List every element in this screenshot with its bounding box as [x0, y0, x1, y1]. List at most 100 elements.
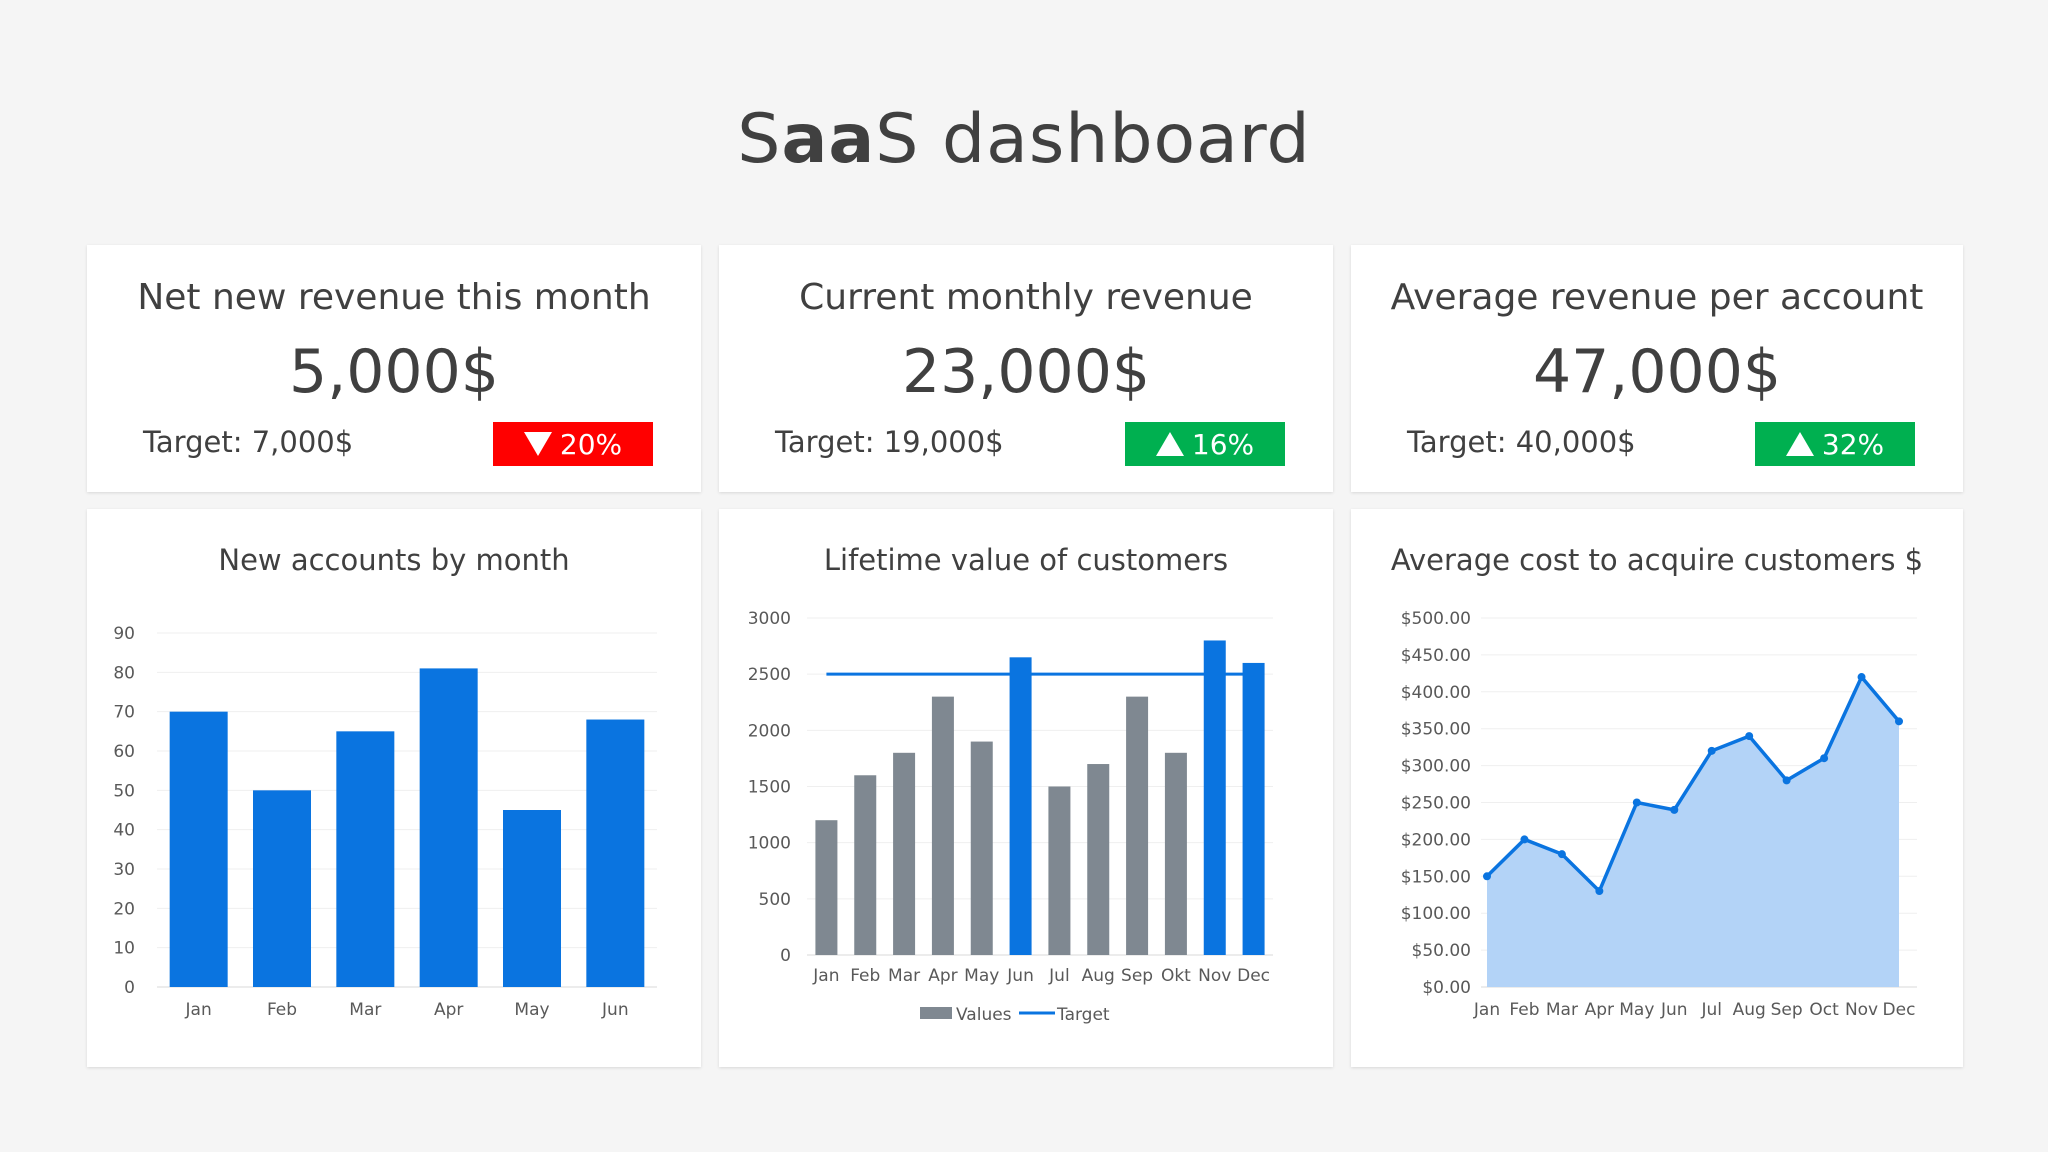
y-tick-label: $250.00 — [1401, 794, 1471, 814]
y-tick-label: $400.00 — [1401, 683, 1471, 703]
y-tick-label: 3000 — [748, 609, 791, 629]
arrow-down-icon — [523, 432, 552, 456]
y-tick-label: $50.00 — [1412, 941, 1471, 961]
kpi-card-average-revenue-per-account: Average revenue per account 47,000$ Targ… — [1351, 245, 1963, 492]
x-tick-label: Dec — [1237, 966, 1270, 986]
kpi-value: 23,000$ — [901, 337, 1151, 407]
x-tick-label: May — [514, 1000, 549, 1020]
data-point — [1782, 776, 1791, 785]
x-tick-label: Oct — [1809, 1000, 1839, 1020]
bar — [815, 820, 838, 955]
y-tick-label: 80 — [113, 663, 135, 683]
y-tick-label: 10 — [113, 939, 135, 959]
x-tick-label: Jan — [185, 1000, 212, 1020]
x-tick-label: May — [1619, 1000, 1654, 1020]
bar — [419, 668, 478, 987]
y-tick-label: $350.00 — [1401, 720, 1471, 740]
legend-label-values: Values — [956, 1005, 1012, 1025]
y-tick-label: 0 — [124, 978, 135, 998]
data-point — [1707, 746, 1716, 755]
data-point — [1745, 732, 1754, 741]
x-tick-label: Mar — [888, 966, 920, 986]
y-tick-label: $150.00 — [1401, 867, 1471, 887]
data-point — [1820, 754, 1829, 763]
bar — [1048, 786, 1071, 955]
kpi-change-badge: 32% — [1755, 422, 1915, 466]
data-point — [1632, 798, 1641, 807]
y-tick-label: 40 — [113, 821, 135, 841]
lifetime-value-combo-chart: 0 500 1000 1500 2000 2500 3000 Jan Feb Mar Apr May J… — [748, 609, 1273, 1025]
chart-card-new-accounts: New accounts by month 0 10 20 30 40 50 60 70 80 9… — [87, 509, 701, 1067]
x-tick-label: Jul — [1048, 966, 1070, 986]
kpi-value: 5,000$ — [289, 337, 499, 407]
bar — [854, 775, 877, 955]
area-line — [1485, 675, 1901, 893]
data-point — [1520, 835, 1529, 844]
dashboard-title: SaaS dashboard — [737, 100, 1311, 179]
bar — [336, 731, 395, 987]
x-tick-label: Jun — [601, 1000, 629, 1020]
x-tick-label: Nov — [1845, 1000, 1878, 1020]
bar — [1087, 764, 1110, 955]
y-tick-label: $100.00 — [1401, 904, 1471, 924]
bar — [1126, 696, 1149, 955]
y-tick-label: 500 — [759, 890, 791, 910]
data-point — [1895, 717, 1903, 726]
chart-title: New accounts by month — [218, 543, 570, 577]
x-tick-label: Feb — [850, 966, 880, 986]
kpi-change-value: 20% — [559, 427, 623, 461]
x-tick-label: May — [964, 966, 999, 986]
kpi-value: 47,000$ — [1532, 337, 1782, 407]
x-tick-label: Mar — [1546, 1000, 1578, 1020]
data-point — [1483, 872, 1491, 881]
acquisition-cost-area-chart: $0.00 $50.00 $100.00 $150.00 $200.00 $250.00 $… — [1401, 609, 1917, 1020]
x-tick-label: Okt — [1161, 966, 1191, 986]
bar — [1164, 752, 1187, 955]
bar — [586, 719, 645, 987]
x-tick-label: Nov — [1198, 966, 1231, 986]
kpi-title: Net new revenue this month — [137, 277, 651, 318]
arrow-up-icon — [1155, 432, 1184, 456]
y-tick-label: 2000 — [748, 721, 791, 741]
x-tick-label: Mar — [349, 1000, 381, 1020]
new-accounts-bar-chart: 0 10 20 30 40 50 60 70 80 90 Jan Feb Mar Apr May Jun — [113, 624, 657, 1020]
kpi-change-value: 32% — [1821, 427, 1885, 461]
y-tick-label: 50 — [113, 781, 135, 801]
kpi-title: Average revenue per account — [1390, 277, 1924, 318]
y-tick-label: $200.00 — [1401, 830, 1471, 850]
x-tick-label: Jan — [812, 966, 839, 986]
bar — [1203, 640, 1226, 955]
data-point — [1670, 805, 1679, 814]
kpi-title: Current monthly revenue — [799, 277, 1253, 318]
y-tick-label: 90 — [113, 624, 135, 644]
kpi-target: Target: 19,000$ — [775, 425, 1004, 459]
chart-title: Lifetime value of customers — [823, 543, 1229, 577]
kpi-change-badge: 20% — [493, 422, 653, 466]
y-tick-label: 0 — [780, 946, 791, 966]
kpi-target: Target: 40,000$ — [1407, 425, 1636, 459]
y-tick-label: 60 — [113, 742, 135, 762]
legend-label-target: Target — [1056, 1005, 1110, 1025]
x-tick-label: Sep — [1771, 1000, 1803, 1020]
data-point — [1595, 887, 1604, 896]
bar — [1009, 657, 1032, 955]
bar — [893, 752, 916, 955]
chart-card-acquisition-cost: Average cost to acquire customers $ $0.0… — [1351, 509, 1963, 1067]
bar — [1242, 662, 1265, 955]
x-tick-label: Apr — [928, 966, 957, 986]
area-fill — [1487, 677, 1899, 987]
x-tick-label: Dec — [1883, 1000, 1916, 1020]
x-tick-label: Jun — [1006, 966, 1034, 986]
bar — [253, 790, 311, 987]
y-tick-label: 1000 — [748, 834, 791, 854]
arrow-up-icon — [1785, 432, 1814, 456]
y-tick-label: 1500 — [748, 778, 791, 798]
kpi-change-badge: 16% — [1125, 422, 1285, 466]
bar — [503, 810, 561, 987]
kpi-target: Target: 7,000$ — [143, 425, 354, 459]
data-point — [1557, 850, 1566, 859]
x-tick-label: Apr — [1585, 1000, 1614, 1020]
x-tick-label: Aug — [1733, 1000, 1766, 1020]
chart-title: Average cost to acquire customers $ — [1390, 543, 1924, 577]
bar — [169, 711, 228, 987]
